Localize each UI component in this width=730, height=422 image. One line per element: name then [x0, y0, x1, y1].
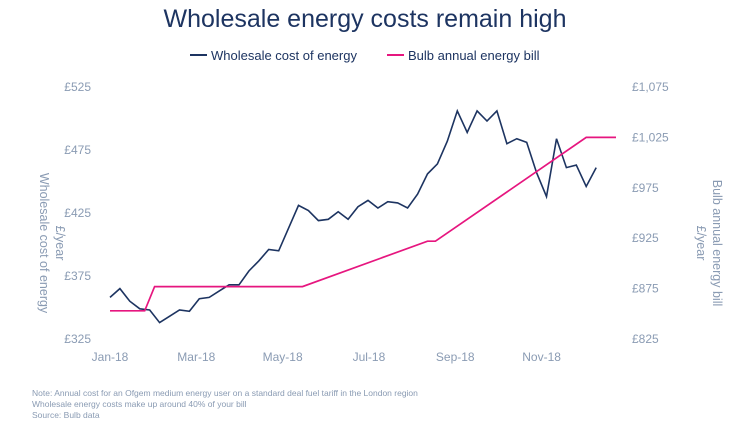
- left-axis-title-line2: £/year: [53, 226, 67, 261]
- y-left-tick-label: £425: [64, 206, 91, 220]
- y-right-tick-label: £1,025: [632, 130, 669, 144]
- note-line-3: Source: Bulb data: [32, 410, 100, 420]
- left-axis-title: Wholesale cost of energy £/year: [37, 173, 67, 314]
- right-axis-title-line1: Bulb annual energy bill: [710, 180, 724, 306]
- y-right-tick-label: £975: [632, 181, 659, 195]
- x-tick-label: May-18: [263, 350, 303, 364]
- note-line-2: Wholesale energy costs make up around 40…: [32, 399, 247, 409]
- y-right-tick-label: £925: [632, 231, 659, 245]
- right-axis-title-line2: £/year: [694, 226, 708, 261]
- x-axis-ticks: Jan-18 Mar-18 May-18 Jul-18 Sep-18 Nov-18: [92, 350, 562, 364]
- y-left-tick-label: £375: [64, 269, 91, 283]
- y-right-tick-label: £1,075: [632, 80, 669, 94]
- x-tick-label: Jul-18: [353, 350, 386, 364]
- wholesale-cost-line: [109, 108, 597, 324]
- y-right-tick-label: £875: [632, 282, 659, 296]
- x-tick-label: Sep-18: [436, 350, 475, 364]
- right-axis-ticks: £825 £875 £925 £975 £1,025 £1,075: [632, 80, 669, 346]
- bulb-bill-line: [110, 136, 616, 312]
- series-layer: [109, 108, 616, 324]
- left-axis-ticks: £325 £375 £425 £475 £525: [64, 80, 91, 346]
- note-line-1: Note: Annual cost for an Ofgem medium en…: [32, 388, 418, 398]
- chart-title: Wholesale energy costs remain high: [164, 5, 567, 33]
- x-tick-label: Nov-18: [522, 350, 561, 364]
- right-axis-title: Bulb annual energy bill £/year: [694, 180, 724, 306]
- left-axis-title-line1: Wholesale cost of energy: [37, 173, 51, 314]
- y-left-tick-label: £475: [64, 143, 91, 157]
- y-left-tick-label: £525: [64, 80, 91, 94]
- y-right-tick-label: £825: [632, 332, 659, 346]
- x-tick-label: Mar-18: [177, 350, 215, 364]
- chart-notes: Note: Annual cost for an Ofgem medium en…: [32, 388, 418, 421]
- legend: Wholesale cost of energy Bulb annual ene…: [190, 48, 540, 63]
- legend-label-bulb: Bulb annual energy bill: [408, 48, 540, 63]
- legend-label-wholesale: Wholesale cost of energy: [211, 48, 357, 63]
- chart: Wholesale energy costs remain high Whole…: [37, 5, 724, 364]
- x-tick-label: Jan-18: [92, 350, 129, 364]
- y-left-tick-label: £325: [64, 332, 91, 346]
